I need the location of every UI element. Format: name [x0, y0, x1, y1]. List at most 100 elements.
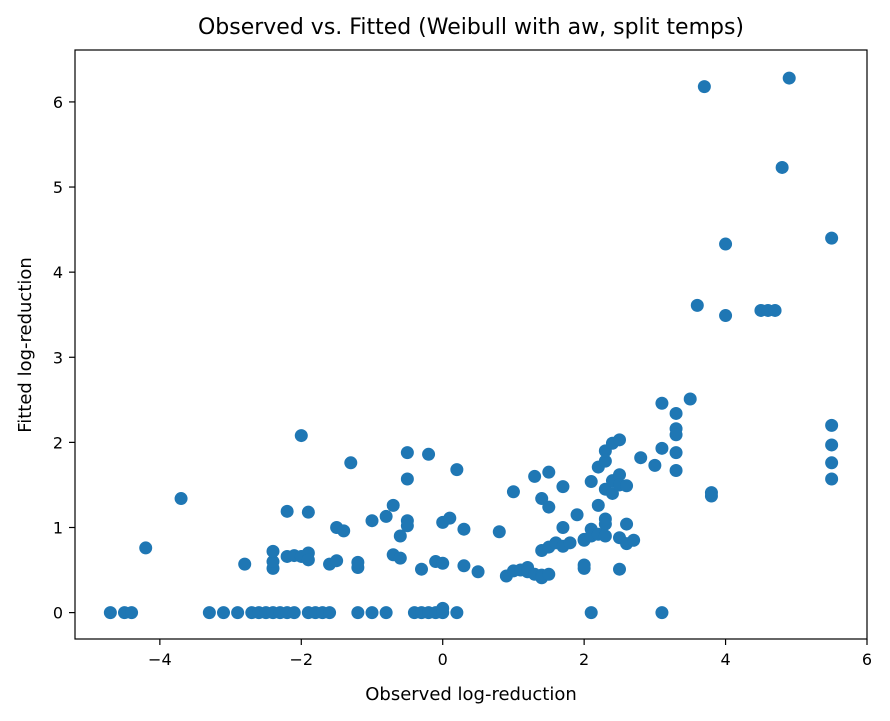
data-point — [379, 606, 393, 620]
data-point — [471, 565, 485, 579]
data-point — [400, 446, 414, 460]
data-point — [542, 465, 556, 479]
data-point — [351, 555, 365, 569]
data-point — [443, 511, 457, 525]
data-point — [393, 529, 407, 543]
data-point — [457, 559, 471, 573]
data-point — [528, 469, 542, 483]
data-point — [393, 551, 407, 565]
data-point — [542, 500, 556, 514]
data-point — [598, 454, 612, 468]
x-tick-label: −4 — [148, 650, 172, 669]
data-point — [627, 533, 641, 547]
data-point — [457, 522, 471, 536]
data-point — [584, 606, 598, 620]
data-point — [655, 441, 669, 455]
data-points — [103, 71, 839, 620]
data-point — [542, 567, 556, 581]
data-point — [634, 451, 648, 465]
data-point — [669, 446, 683, 460]
data-point — [238, 557, 252, 571]
data-point — [365, 514, 379, 528]
y-tick-label: 1 — [53, 518, 63, 537]
data-point — [613, 562, 626, 576]
chart-title: Observed vs. Fitted (Weibull with aw, sp… — [198, 15, 744, 40]
data-point — [400, 519, 414, 533]
data-point — [287, 606, 301, 620]
data-point — [436, 601, 450, 615]
data-point — [620, 479, 634, 493]
data-point — [436, 556, 450, 570]
x-tick-label: 4 — [720, 650, 730, 669]
data-point — [174, 492, 188, 506]
data-point — [301, 553, 315, 567]
data-point — [825, 472, 839, 486]
data-point — [330, 554, 344, 568]
data-point — [323, 606, 337, 620]
y-tick-label: 2 — [53, 433, 63, 452]
data-point — [613, 468, 626, 482]
data-point — [217, 606, 230, 620]
data-point — [697, 80, 711, 94]
data-point — [422, 447, 436, 461]
x-tick-label: 0 — [438, 650, 448, 669]
x-tick-label: 2 — [579, 650, 589, 669]
data-point — [584, 475, 598, 489]
data-point — [768, 303, 782, 317]
data-point — [690, 298, 704, 312]
data-point — [669, 428, 683, 442]
data-point — [683, 392, 697, 406]
data-point — [648, 458, 662, 472]
data-point — [266, 544, 280, 558]
data-point — [535, 492, 549, 506]
data-point — [613, 433, 626, 447]
data-point — [570, 508, 584, 522]
data-point — [825, 456, 839, 470]
data-point — [415, 562, 428, 576]
data-point — [492, 525, 506, 539]
data-point — [103, 606, 117, 620]
data-point — [301, 505, 315, 519]
data-point — [450, 606, 464, 620]
data-point — [719, 237, 733, 251]
data-point — [139, 541, 153, 555]
x-axis-label: Observed log-reduction — [365, 684, 577, 705]
y-tick-label: 5 — [53, 178, 63, 197]
data-point — [669, 406, 683, 420]
data-point — [386, 498, 400, 512]
data-point — [266, 555, 280, 569]
data-point — [655, 606, 669, 620]
data-point — [782, 71, 796, 85]
data-point — [280, 504, 294, 518]
data-point — [125, 606, 139, 620]
y-tick-label: 4 — [53, 263, 63, 282]
data-point — [506, 485, 520, 499]
data-point — [775, 160, 789, 174]
data-point — [591, 498, 605, 512]
data-point — [577, 561, 591, 575]
data-point — [825, 231, 839, 245]
data-point — [563, 536, 577, 550]
y-tick-label: 3 — [53, 348, 63, 367]
data-point — [825, 438, 839, 452]
data-point — [825, 418, 839, 432]
y-axis: 0 1 2 3 4 5 6 — [53, 93, 75, 623]
data-point — [337, 524, 351, 538]
data-point — [620, 517, 634, 531]
data-point — [344, 456, 358, 470]
data-point — [704, 486, 718, 500]
data-point — [556, 521, 570, 534]
y-axis-label: Fitted log-reduction — [15, 257, 36, 433]
y-tick-label: 0 — [53, 604, 63, 623]
data-point — [400, 472, 414, 486]
data-point — [598, 529, 612, 543]
data-point — [598, 517, 612, 531]
y-tick-label: 6 — [53, 93, 63, 112]
data-point — [379, 509, 393, 523]
x-tick-label: 6 — [862, 650, 872, 669]
data-point — [202, 606, 216, 620]
data-point — [351, 606, 365, 620]
data-point — [450, 463, 464, 477]
data-point — [365, 606, 379, 620]
